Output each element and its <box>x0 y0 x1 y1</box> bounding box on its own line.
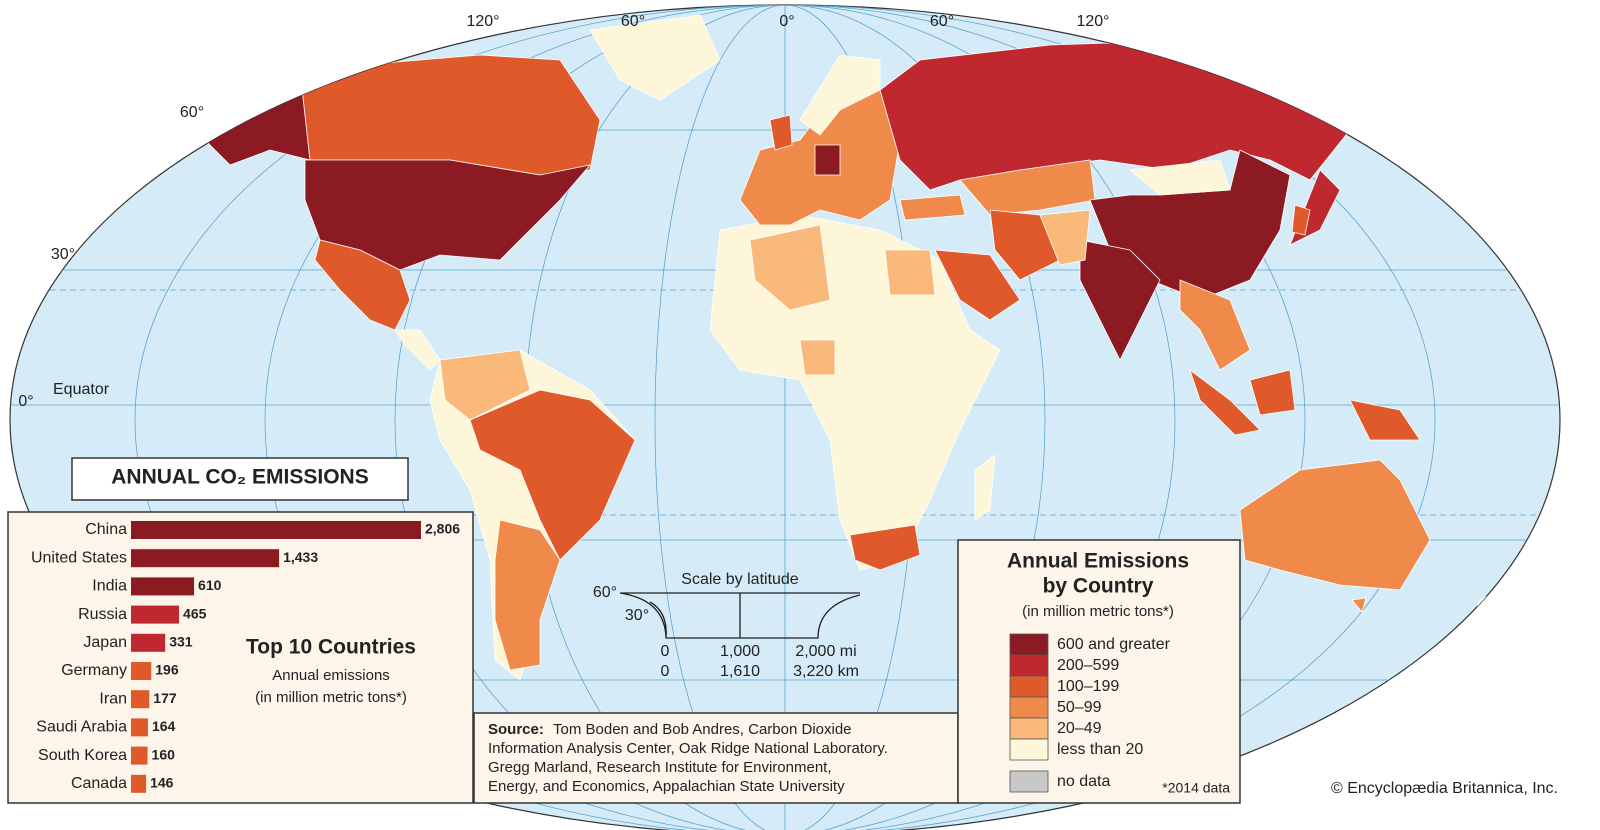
bar-category: Russia <box>78 606 127 623</box>
bar <box>131 521 421 539</box>
legend-label: 20–49 <box>1057 720 1102 737</box>
bar <box>131 718 148 737</box>
legend-swatch <box>1009 633 1049 656</box>
source-line: Gregg Marland, Research Institute for En… <box>488 759 832 776</box>
legend-swatch <box>1009 717 1049 740</box>
chart-note: (in million metric tons*) <box>255 689 407 706</box>
scale-latitude: 30° <box>625 607 649 624</box>
legend-swatch <box>1009 675 1049 698</box>
chart-note: Annual emissions <box>272 667 390 684</box>
bar-category: South Korea <box>38 747 127 764</box>
bar-value-label: 331 <box>169 634 193 650</box>
legend-swatch <box>1009 654 1049 677</box>
legend-swatch <box>1009 738 1049 761</box>
scale-mi: 1,000 <box>720 643 760 660</box>
bar <box>131 549 280 568</box>
bar-value-label: 196 <box>155 662 179 678</box>
latitude-label: 0° <box>18 393 33 410</box>
legend-label: 50–99 <box>1057 699 1102 716</box>
source-box <box>473 712 959 804</box>
bar-category: Canada <box>71 775 127 792</box>
source-line: Information Analysis Center, Oak Ridge N… <box>488 740 888 757</box>
bar-category: Iran <box>99 690 127 707</box>
legend-label: 600 and greater <box>1057 636 1171 653</box>
chart-title: ANNUAL CO₂ EMISSIONS <box>111 466 368 489</box>
scale-title: Scale by latitude <box>681 571 799 588</box>
map-labels: 120° 60° 0° 60° 120° 60° 30° 0° Equator <box>18 13 1109 410</box>
bar <box>131 662 152 680</box>
bar-value-label: 465 <box>183 605 207 621</box>
bar <box>131 577 195 596</box>
equator-label: Equator <box>53 381 110 398</box>
legend-title: Annual Emissions <box>1007 550 1189 573</box>
bar-category: United States <box>31 549 127 566</box>
legend-label: no data <box>1057 773 1110 790</box>
bar-category: Saudi Arabia <box>36 719 127 736</box>
legend-box <box>957 539 1241 804</box>
source-label: Source: <box>488 721 544 738</box>
legend-items: 600 and greater 200–599 100–199 50–99 20–49 l… <box>1009 633 1171 793</box>
longitude-label: 0° <box>779 13 794 30</box>
scale-km: 0 <box>661 663 670 680</box>
bar-category: India <box>92 578 127 595</box>
bar-category: Japan <box>83 634 127 651</box>
legend-subtitle: (in million metric tons*) <box>1022 603 1174 620</box>
bar-value-label: 160 <box>152 746 176 762</box>
bar-value-label: 1,433 <box>283 549 318 565</box>
longitude-label: 120° <box>466 13 499 30</box>
bar-category: Germany <box>61 662 127 679</box>
scale-mi: 0 <box>661 643 670 660</box>
scale-mi: 2,000 mi <box>795 643 856 660</box>
latitude-label: 30° <box>51 246 75 263</box>
legend-title: by Country <box>1043 575 1154 598</box>
scale-km: 1,610 <box>720 663 760 680</box>
bar-value-label: 164 <box>152 718 176 734</box>
bar <box>131 746 148 765</box>
longitude-label: 120° <box>1076 13 1109 30</box>
scale-bar: Scale by latitude 60° 30° 0 1,000 2,000 … <box>593 571 861 680</box>
longitude-label: 60° <box>621 13 645 30</box>
title-box <box>71 457 409 501</box>
legend-swatch <box>1009 770 1049 793</box>
legend-label: less than 20 <box>1057 741 1143 758</box>
scale-km: 3,220 km <box>793 663 859 680</box>
source-line: Energy, and Economics, Appalachian State… <box>488 778 845 795</box>
bar <box>131 690 150 709</box>
source-line: Tom Boden and Bob Andres, Carbon Dioxide <box>553 721 852 738</box>
bar-value-label: 610 <box>198 577 222 593</box>
bar-value-label: 146 <box>150 775 174 791</box>
bars: China 2,806 United States 1,433 India 610 Russ… <box>31 521 460 793</box>
scale-latitude: 60° <box>593 584 617 601</box>
latitude-label: 60° <box>180 104 204 121</box>
bar-category: China <box>85 521 127 538</box>
legend-swatch <box>1009 696 1049 719</box>
bar-value-label: 177 <box>153 690 177 706</box>
legend-footnote: *2014 data <box>1162 780 1230 796</box>
longitude-label: 60° <box>930 13 954 30</box>
bar-value-label: 2,806 <box>425 521 460 537</box>
legend-label: 200–599 <box>1057 657 1119 674</box>
legend-label: 100–199 <box>1057 678 1119 695</box>
credit: © Encyclopædia Britannica, Inc. <box>1331 780 1558 797</box>
bar <box>131 605 180 624</box>
chart-subtitle: Top 10 Countries <box>246 636 416 659</box>
bar <box>131 633 166 652</box>
bar <box>131 774 147 793</box>
